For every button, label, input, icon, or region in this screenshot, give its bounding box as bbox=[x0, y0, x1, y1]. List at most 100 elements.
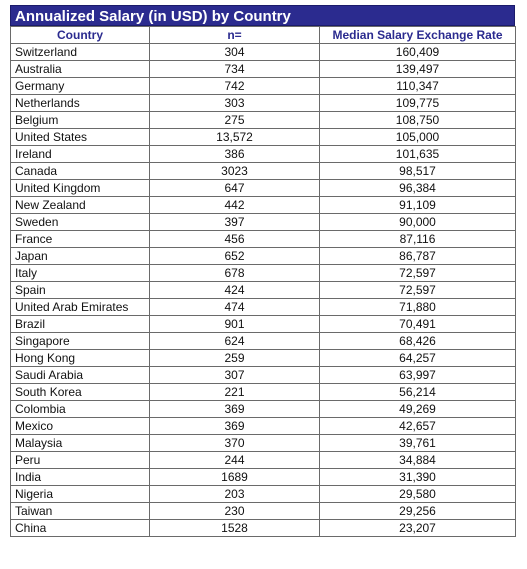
sample-size-cell: 370 bbox=[149, 434, 320, 452]
median-salary-cell: 160,409 bbox=[319, 43, 516, 61]
table-header: Country n= Median Salary Exchange Rate bbox=[10, 26, 516, 44]
table-row: Australia 734 139,497 bbox=[10, 60, 516, 78]
median-salary-cell: 90,000 bbox=[319, 213, 516, 231]
sample-size-cell: 442 bbox=[149, 196, 320, 214]
country-cell: United Kingdom bbox=[10, 179, 150, 197]
table-row: United States 13,572 105,000 bbox=[10, 128, 516, 146]
median-salary-cell: 56,214 bbox=[319, 383, 516, 401]
median-salary-cell: 49,269 bbox=[319, 400, 516, 418]
table-row: Singapore 624 68,426 bbox=[10, 332, 516, 350]
country-cell: Nigeria bbox=[10, 485, 150, 503]
table-row: Taiwan 230 29,256 bbox=[10, 502, 516, 520]
table-row: Sweden 397 90,000 bbox=[10, 213, 516, 231]
table-row: Peru 244 34,884 bbox=[10, 451, 516, 469]
median-salary-cell: 70,491 bbox=[319, 315, 516, 333]
sample-size-cell: 624 bbox=[149, 332, 320, 350]
country-cell: Mexico bbox=[10, 417, 150, 435]
sample-size-cell: 303 bbox=[149, 94, 320, 112]
header-n: n= bbox=[149, 26, 320, 44]
table-row: India 1689 31,390 bbox=[10, 468, 516, 486]
median-salary-cell: 105,000 bbox=[319, 128, 516, 146]
country-cell: Saudi Arabia bbox=[10, 366, 150, 384]
country-cell: Peru bbox=[10, 451, 150, 469]
sample-size-cell: 397 bbox=[149, 213, 320, 231]
country-cell: Japan bbox=[10, 247, 150, 265]
table-row: Mexico 369 42,657 bbox=[10, 417, 516, 435]
table-row: United Arab Emirates 474 71,880 bbox=[10, 298, 516, 316]
country-cell: Singapore bbox=[10, 332, 150, 350]
median-salary-cell: 139,497 bbox=[319, 60, 516, 78]
salary-table-container: Annualized Salary (in USD) by Country Co… bbox=[10, 5, 516, 537]
table-row: Germany 742 110,347 bbox=[10, 77, 516, 95]
sample-size-cell: 203 bbox=[149, 485, 320, 503]
table-body: Switzerland 304 160,409 Australia 734 139,497… bbox=[10, 43, 516, 537]
sample-size-cell: 307 bbox=[149, 366, 320, 384]
sample-size-cell: 369 bbox=[149, 400, 320, 418]
sample-size-cell: 678 bbox=[149, 264, 320, 282]
median-salary-cell: 96,384 bbox=[319, 179, 516, 197]
sample-size-cell: 304 bbox=[149, 43, 320, 61]
table-row: Hong Kong 259 64,257 bbox=[10, 349, 516, 367]
sample-size-cell: 456 bbox=[149, 230, 320, 248]
country-cell: Canada bbox=[10, 162, 150, 180]
median-salary-cell: 91,109 bbox=[319, 196, 516, 214]
median-salary-cell: 72,597 bbox=[319, 281, 516, 299]
median-salary-cell: 23,207 bbox=[319, 519, 516, 537]
sample-size-cell: 1689 bbox=[149, 468, 320, 486]
sample-size-cell: 474 bbox=[149, 298, 320, 316]
table-row: New Zealand 442 91,109 bbox=[10, 196, 516, 214]
country-cell: Netherlands bbox=[10, 94, 150, 112]
table-row: France 456 87,116 bbox=[10, 230, 516, 248]
country-cell: India bbox=[10, 468, 150, 486]
table-row: Canada 3023 98,517 bbox=[10, 162, 516, 180]
table-row: Switzerland 304 160,409 bbox=[10, 43, 516, 61]
table-row: United Kingdom 647 96,384 bbox=[10, 179, 516, 197]
table-title: Annualized Salary (in USD) by Country bbox=[10, 5, 515, 26]
sample-size-cell: 742 bbox=[149, 77, 320, 95]
table-row: Colombia 369 49,269 bbox=[10, 400, 516, 418]
table-row: Italy 678 72,597 bbox=[10, 264, 516, 282]
country-cell: Taiwan bbox=[10, 502, 150, 520]
median-salary-cell: 64,257 bbox=[319, 349, 516, 367]
median-salary-cell: 72,597 bbox=[319, 264, 516, 282]
median-salary-cell: 34,884 bbox=[319, 451, 516, 469]
sample-size-cell: 3023 bbox=[149, 162, 320, 180]
median-salary-cell: 86,787 bbox=[319, 247, 516, 265]
table-row: Saudi Arabia 307 63,997 bbox=[10, 366, 516, 384]
sample-size-cell: 734 bbox=[149, 60, 320, 78]
country-cell: South Korea bbox=[10, 383, 150, 401]
median-salary-cell: 29,256 bbox=[319, 502, 516, 520]
table-row: Brazil 901 70,491 bbox=[10, 315, 516, 333]
table-row: Belgium 275 108,750 bbox=[10, 111, 516, 129]
country-cell: Switzerland bbox=[10, 43, 150, 61]
country-cell: New Zealand bbox=[10, 196, 150, 214]
median-salary-cell: 31,390 bbox=[319, 468, 516, 486]
table-row: South Korea 221 56,214 bbox=[10, 383, 516, 401]
table-row: Nigeria 203 29,580 bbox=[10, 485, 516, 503]
country-cell: Sweden bbox=[10, 213, 150, 231]
table-row: Japan 652 86,787 bbox=[10, 247, 516, 265]
table-row: China 1528 23,207 bbox=[10, 519, 516, 537]
table-row: Netherlands 303 109,775 bbox=[10, 94, 516, 112]
country-cell: United States bbox=[10, 128, 150, 146]
median-salary-cell: 42,657 bbox=[319, 417, 516, 435]
country-cell: France bbox=[10, 230, 150, 248]
median-salary-cell: 110,347 bbox=[319, 77, 516, 95]
median-salary-cell: 87,116 bbox=[319, 230, 516, 248]
median-salary-cell: 109,775 bbox=[319, 94, 516, 112]
median-salary-cell: 63,997 bbox=[319, 366, 516, 384]
median-salary-cell: 98,517 bbox=[319, 162, 516, 180]
country-cell: China bbox=[10, 519, 150, 537]
sample-size-cell: 13,572 bbox=[149, 128, 320, 146]
sample-size-cell: 244 bbox=[149, 451, 320, 469]
country-cell: Germany bbox=[10, 77, 150, 95]
country-cell: Australia bbox=[10, 60, 150, 78]
median-salary-cell: 29,580 bbox=[319, 485, 516, 503]
country-cell: Italy bbox=[10, 264, 150, 282]
header-median-salary: Median Salary Exchange Rate bbox=[319, 26, 516, 44]
country-cell: Hong Kong bbox=[10, 349, 150, 367]
sample-size-cell: 369 bbox=[149, 417, 320, 435]
sample-size-cell: 230 bbox=[149, 502, 320, 520]
table-row: Malaysia 370 39,761 bbox=[10, 434, 516, 452]
salary-table: Country n= Median Salary Exchange Rate S… bbox=[10, 26, 516, 537]
